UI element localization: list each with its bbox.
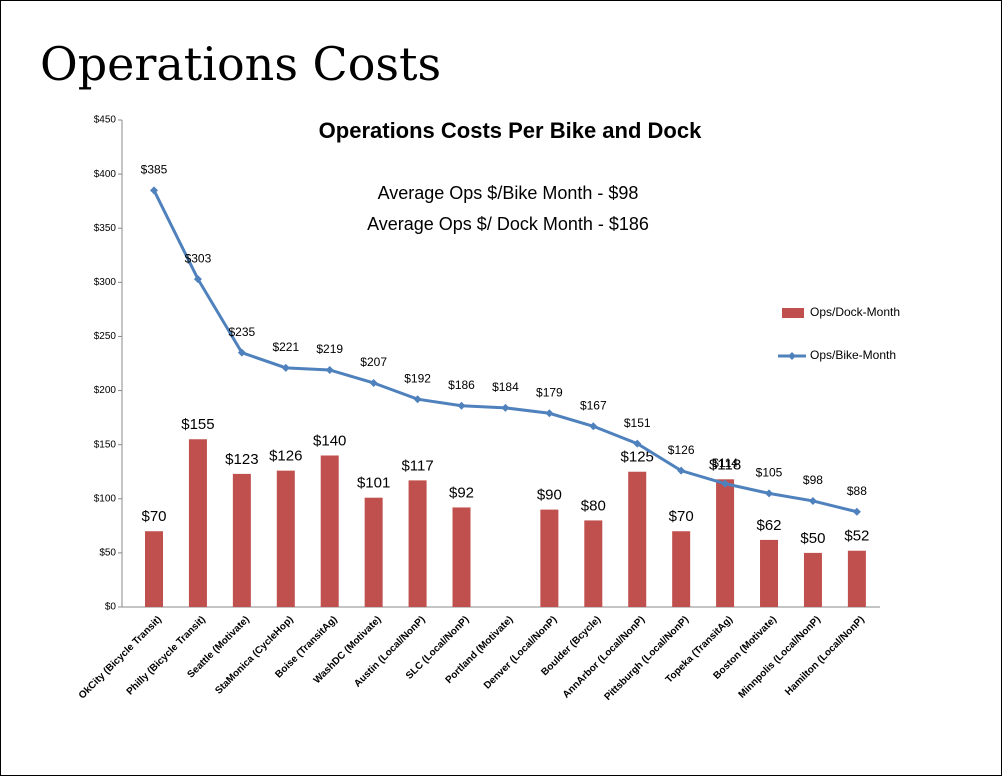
marker [633,439,642,448]
marker [193,275,202,284]
bar [584,520,603,607]
marker [369,378,378,387]
bar [188,439,207,607]
data-label: $117 [401,457,433,474]
data-label: $219 [316,342,343,356]
y-tick-label: $350 [94,223,117,234]
data-label: $192 [404,371,431,385]
marker [150,186,158,195]
bar [716,479,735,607]
marker [589,422,598,431]
marker [325,365,334,374]
data-label: $118 [709,456,741,473]
data-label: $207 [360,355,387,369]
data-label: $184 [492,380,519,394]
data-label: $92 [449,484,474,501]
data-label: $114 [712,456,738,470]
bar [672,531,691,607]
bar [145,531,163,607]
data-label: $303 [185,251,212,265]
data-label: $70 [669,508,694,525]
legend-label: Ops/Bike-Month [810,348,896,362]
chart-title: Operations Costs Per Bike and Dock [319,118,702,143]
y-tick-label: $250 [94,331,117,342]
bar [760,539,779,607]
y-tick-label: $0 [105,602,117,613]
bar [803,552,822,607]
marker [765,489,774,498]
data-label: $151 [624,416,651,430]
data-label: $90 [537,487,562,504]
data-label: $80 [581,497,606,514]
bar [628,471,647,607]
data-label: $98 [803,473,823,487]
data-label: $167 [580,398,607,412]
y-tick-label: $450 [94,115,117,126]
bar [276,470,295,607]
data-label: $155 [181,416,214,433]
data-label: $179 [536,385,563,399]
bar [320,455,339,607]
data-label: $70 [141,508,166,525]
marker [852,507,861,516]
y-tick-label: $50 [99,548,116,559]
y-tick-label: $100 [94,493,117,504]
slide-title: Operations Costs [40,37,441,91]
marker [808,496,817,505]
marker [677,466,686,475]
data-label: $140 [313,432,346,449]
bar [540,509,559,607]
data-label: $221 [272,340,299,354]
marker [413,395,422,404]
data-label: $125 [621,449,654,466]
data-label: $235 [229,325,256,339]
annotation: Average Ops $/Bike Month - $98 [378,183,639,203]
annotation: Average Ops $/ Dock Month - $186 [367,214,649,234]
data-label: $62 [757,517,782,534]
data-label: $88 [847,484,867,498]
bar [364,497,383,607]
marker [237,348,246,357]
y-tick-label: $400 [94,169,117,180]
data-label: $105 [756,466,783,480]
bar [408,480,427,607]
data-label: $50 [800,530,825,547]
data-label: $126 [269,448,302,465]
y-tick-label: $300 [94,277,117,288]
data-label: $101 [357,475,390,492]
marker [721,479,730,488]
marker [281,363,290,372]
data-label: $52 [844,528,869,545]
marker [545,409,554,418]
marker [501,403,510,412]
data-label: $186 [448,378,475,392]
legend-label: Ops/Dock-Month [810,305,900,319]
legend-marker [788,352,796,360]
bar [847,550,866,607]
marker [457,401,466,410]
bar [452,507,471,607]
data-label: $126 [668,443,695,457]
legend-swatch [782,308,804,318]
data-label: $123 [225,451,258,468]
y-tick-label: $150 [94,439,117,450]
bar [232,473,251,607]
y-tick-label: $200 [94,385,117,396]
data-label: $385 [141,163,168,177]
